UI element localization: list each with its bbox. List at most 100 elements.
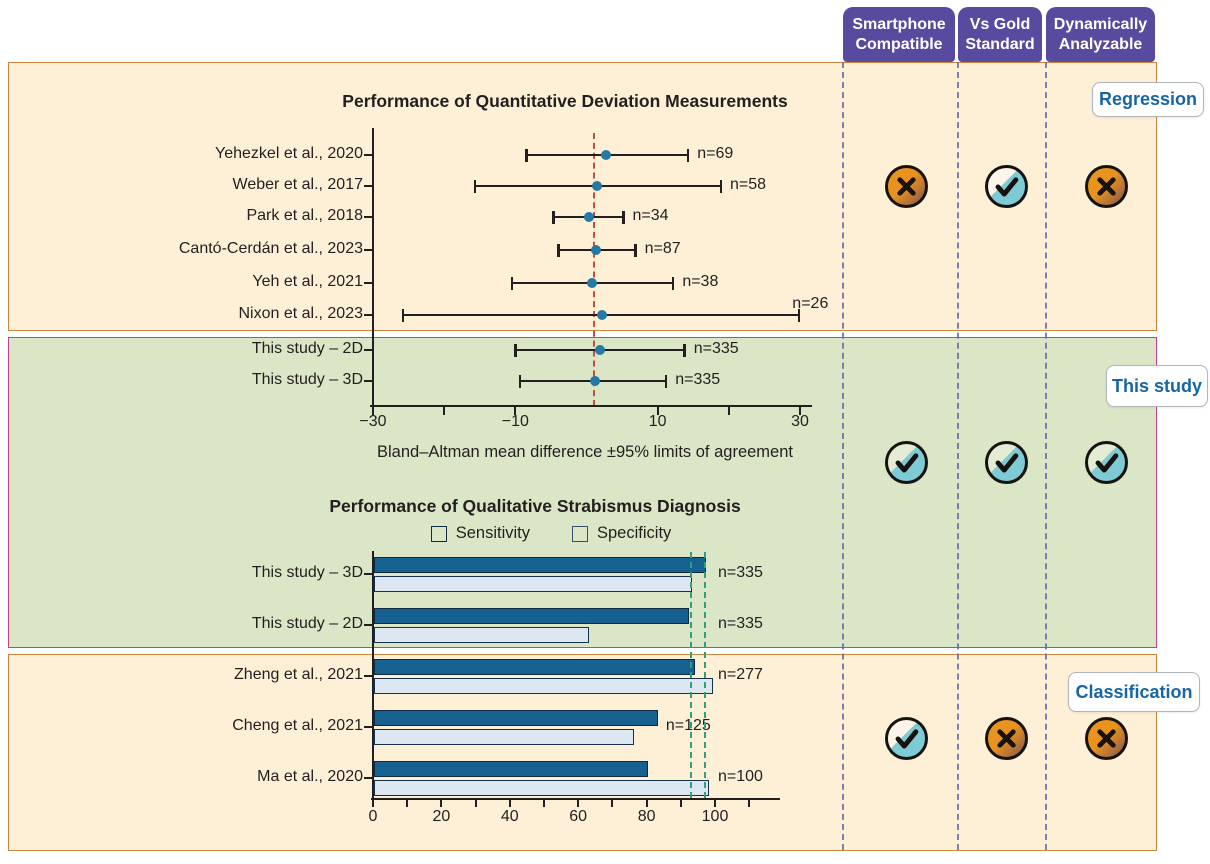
x-axis-tick bbox=[372, 800, 374, 807]
sample-size-label: n=38 bbox=[682, 273, 719, 290]
bar-row-label: Ma et al., 2020 bbox=[257, 768, 363, 785]
sample-size-label: n=34 bbox=[632, 207, 669, 224]
column-header-dynamically-analyzable: Dynamically Analyzable bbox=[1046, 7, 1155, 62]
x-axis-tick bbox=[799, 407, 801, 415]
error-bar-cap-left bbox=[525, 148, 528, 162]
error-bar-cap-left bbox=[518, 374, 522, 388]
sensitivity-bar bbox=[374, 761, 648, 777]
bar-chart-title: Performance of Qualitative Strabismus Di… bbox=[329, 496, 741, 516]
row-axis-tick bbox=[364, 726, 373, 728]
row-axis-tick bbox=[364, 777, 373, 779]
mean-difference-dot bbox=[591, 245, 602, 255]
row-axis-tick bbox=[364, 216, 373, 218]
column-divider-line bbox=[842, 62, 844, 850]
check-icon bbox=[1084, 440, 1128, 484]
x-axis-tick bbox=[514, 407, 517, 415]
row-axis-tick bbox=[364, 349, 373, 351]
sample-size-label: n=277 bbox=[718, 666, 763, 683]
group-label-this-study: This study bbox=[1106, 365, 1208, 407]
x-axis-tick-label: 80 bbox=[637, 808, 656, 825]
row-axis-tick bbox=[364, 675, 373, 677]
specificity-swatch-icon bbox=[572, 525, 588, 542]
row-axis-tick bbox=[364, 282, 373, 284]
error-bar-cap-left bbox=[557, 243, 560, 257]
forest-row-label: Yeh et al., 2021 bbox=[252, 273, 363, 290]
sample-size-label: n=125 bbox=[665, 717, 711, 734]
row-axis-tick bbox=[364, 314, 373, 316]
x-axis-tick bbox=[443, 407, 446, 415]
column-divider-line bbox=[957, 62, 959, 850]
error-bar-cap-right bbox=[664, 374, 668, 388]
x-axis-tick bbox=[474, 800, 477, 807]
this-study-reference-line bbox=[703, 552, 706, 798]
row-axis-tick bbox=[364, 249, 373, 251]
mean-difference-dot bbox=[583, 212, 594, 222]
x-axis-tick bbox=[406, 800, 409, 807]
error-bar-cap-left bbox=[552, 210, 555, 224]
error-bar-cap-right bbox=[634, 243, 637, 257]
forest-x-axis bbox=[370, 405, 812, 407]
forest-row-label: This study – 2D bbox=[251, 340, 363, 357]
error-bar-cap-left bbox=[401, 308, 405, 322]
error-bar-cap-right bbox=[686, 148, 690, 162]
sample-size-label: n=335 bbox=[718, 615, 763, 632]
sample-size-label: n=335 bbox=[718, 564, 763, 581]
column-header-smartphone-compatible: Smartphone Compatible bbox=[843, 7, 955, 62]
x-axis-tick bbox=[577, 800, 580, 807]
forest-plot-title: Performance of Quantitative Deviation Me… bbox=[342, 91, 788, 111]
sensitivity-swatch-icon bbox=[430, 525, 447, 542]
x-axis-tick bbox=[714, 800, 716, 807]
row-axis-tick bbox=[364, 154, 373, 156]
forest-row-label: This study – 3D bbox=[251, 371, 363, 388]
mean-difference-dot bbox=[597, 310, 608, 320]
this-study-reference-line bbox=[690, 552, 693, 798]
legend-entry-specificity: Specificity bbox=[572, 524, 671, 543]
error-bar-cap-left bbox=[473, 179, 477, 193]
x-axis-tick bbox=[508, 800, 511, 807]
forest-row-label: Cantó-Cerdán et al., 2023 bbox=[178, 240, 363, 257]
x-axis-tick bbox=[727, 407, 730, 415]
x-axis-tick bbox=[679, 800, 682, 807]
sample-size-label: n=100 bbox=[718, 768, 763, 785]
column-divider-line bbox=[1045, 62, 1047, 850]
sample-size-label: n=69 bbox=[697, 145, 734, 162]
x-axis-tick bbox=[371, 407, 374, 415]
x-axis-tick bbox=[611, 800, 614, 807]
row-axis-tick bbox=[364, 185, 373, 187]
sample-size-label: n=87 bbox=[644, 240, 681, 257]
forest-row-label: Weber et al., 2017 bbox=[232, 176, 363, 193]
sensitivity-bar bbox=[374, 557, 706, 573]
legend-label: Specificity bbox=[597, 524, 672, 542]
x-axis-tick bbox=[645, 800, 648, 807]
sample-size-label: n=58 bbox=[730, 176, 767, 193]
bar-row-label: This study – 2D bbox=[251, 615, 363, 632]
bar-x-axis bbox=[371, 798, 780, 800]
bar-row-label: Zheng et al., 2021 bbox=[234, 666, 363, 683]
panel-regression bbox=[8, 62, 1157, 331]
error-bar-cap-right bbox=[622, 210, 625, 224]
forest-row-label: Nixon et al., 2023 bbox=[238, 305, 363, 322]
forest-y-axis bbox=[372, 128, 374, 407]
x-axis-tick-label: 40 bbox=[500, 808, 519, 825]
error-bar-cap-right bbox=[671, 276, 675, 290]
sensitivity-bar bbox=[374, 710, 658, 726]
x-axis-tick-label: 60 bbox=[569, 808, 588, 825]
cross-icon bbox=[1084, 164, 1128, 208]
cross-icon bbox=[1084, 716, 1128, 760]
x-axis-tick bbox=[543, 800, 545, 807]
specificity-bar bbox=[374, 627, 590, 643]
x-axis-tick-label: 100 bbox=[701, 808, 729, 825]
x-axis-tick-label: −30 bbox=[359, 413, 387, 430]
forest-row-label: Park et al., 2018 bbox=[246, 207, 363, 224]
bar-row-label: This study – 3D bbox=[251, 564, 363, 581]
sensitivity-bar bbox=[374, 608, 689, 624]
sample-size-label: n=26 bbox=[792, 295, 829, 312]
panel-this-study bbox=[8, 337, 1157, 648]
cross-icon bbox=[884, 164, 928, 208]
forest-row-label: Yehezkel et al., 2020 bbox=[215, 145, 363, 162]
legend-entry-sensitivity: Sensitivity bbox=[430, 524, 530, 543]
legend-label: Sensitivity bbox=[455, 524, 530, 542]
specificity-bar bbox=[374, 780, 710, 796]
x-axis-tick bbox=[748, 800, 751, 807]
cross-icon bbox=[984, 716, 1028, 760]
